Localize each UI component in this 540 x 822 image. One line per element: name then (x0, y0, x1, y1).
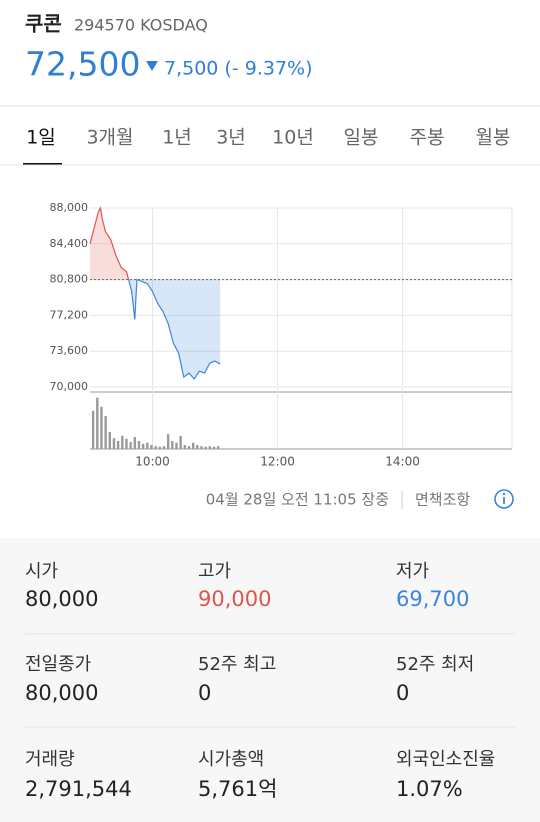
volume-bar (141, 443, 145, 449)
tab[interactable]: 월봉 (476, 127, 511, 149)
stat-label: 거래량 (25, 749, 75, 770)
volume-bar (171, 441, 174, 449)
stat-label: 외국인소진율 (396, 749, 495, 770)
price-area (90, 208, 221, 379)
stat-value: 0 (396, 681, 409, 705)
volume-bar (158, 446, 162, 449)
stat-value: 0 (198, 681, 211, 705)
stock-code: 294570 KOSDAQ (74, 16, 208, 35)
stat-label: 52주 최고 (198, 654, 276, 675)
tab[interactable]: 1일 (26, 127, 56, 149)
stat-value: 5,761억 (198, 777, 277, 801)
volume-bar (112, 438, 116, 449)
volume-bar (187, 446, 191, 449)
stats-panel (0, 538, 540, 822)
volume-bar (179, 435, 182, 449)
volume-bar (100, 406, 103, 449)
volume-bar (191, 442, 195, 449)
tab[interactable]: 3개월 (86, 127, 133, 149)
volume-bar (125, 438, 128, 449)
stat-label: 전일종가 (25, 654, 91, 675)
volume-bar (133, 437, 137, 449)
volume-bar (196, 445, 199, 449)
volume-bar (96, 397, 99, 449)
stock-name: 쿠콘 (25, 12, 62, 36)
price: 72,500 (25, 45, 140, 84)
volume-bar (200, 446, 203, 449)
y-tick-label: 84,400 (50, 237, 89, 250)
tab[interactable]: 3년 (216, 127, 246, 149)
volume-bar (175, 442, 178, 449)
tab[interactable]: 10년 (272, 127, 314, 149)
stat-value: 80,000 (25, 587, 98, 611)
stat-value: 90,000 (198, 587, 271, 611)
volume-bar (216, 446, 220, 449)
y-tick-label: 80,800 (50, 273, 89, 286)
volume-bar (154, 446, 157, 449)
x-tick-label: 12:00 (260, 455, 295, 469)
volume-bar (137, 441, 141, 449)
timestamp: 04월 28일 오전 11:05 장중 (206, 491, 389, 509)
volume-bar (150, 445, 153, 449)
price-line (89, 206, 221, 380)
y-tick-label: 88,000 (50, 201, 89, 214)
tab[interactable]: 주봉 (410, 127, 445, 149)
tab[interactable]: 1년 (162, 127, 192, 149)
volume-bar (121, 435, 124, 449)
volume-bar (162, 446, 166, 449)
volume-bar (91, 410, 95, 449)
stat-value: 1.07% (396, 777, 463, 801)
y-tick-label: 70,000 (50, 380, 89, 393)
stat-label: 시가총액 (198, 749, 264, 770)
volume-bar (116, 441, 120, 449)
volume-bar (204, 446, 207, 449)
stat-label: 52주 최저 (396, 654, 474, 675)
y-tick-label: 77,200 (50, 308, 89, 321)
volume-bar (129, 442, 132, 449)
disclaimer-link[interactable]: 면책조항 (415, 491, 470, 509)
stat-value: 80,000 (25, 681, 98, 705)
stat-value: 69,700 (396, 587, 469, 611)
x-tick-label: 10:00 (135, 455, 170, 469)
stat-label: 고가 (198, 561, 231, 582)
stat-label: 시가 (25, 561, 58, 582)
x-tick-label: 14:00 (385, 455, 420, 469)
y-tick-label: 73,600 (50, 344, 89, 357)
price-change: 7,500 (- 9.37%) (164, 58, 313, 80)
volume-bar (208, 446, 212, 449)
stat-value: 2,791,544 (25, 777, 132, 801)
stat-label: 저가 (396, 561, 429, 582)
volume-bar (166, 434, 170, 449)
down-arrow (146, 61, 158, 71)
volume-bar (108, 431, 111, 449)
volume-bar (212, 446, 216, 449)
volume-bar (146, 442, 149, 449)
info-icon[interactable] (494, 489, 514, 509)
volume-bar (183, 445, 187, 449)
tab[interactable]: 일봉 (344, 127, 379, 149)
volume-bar (104, 415, 107, 449)
